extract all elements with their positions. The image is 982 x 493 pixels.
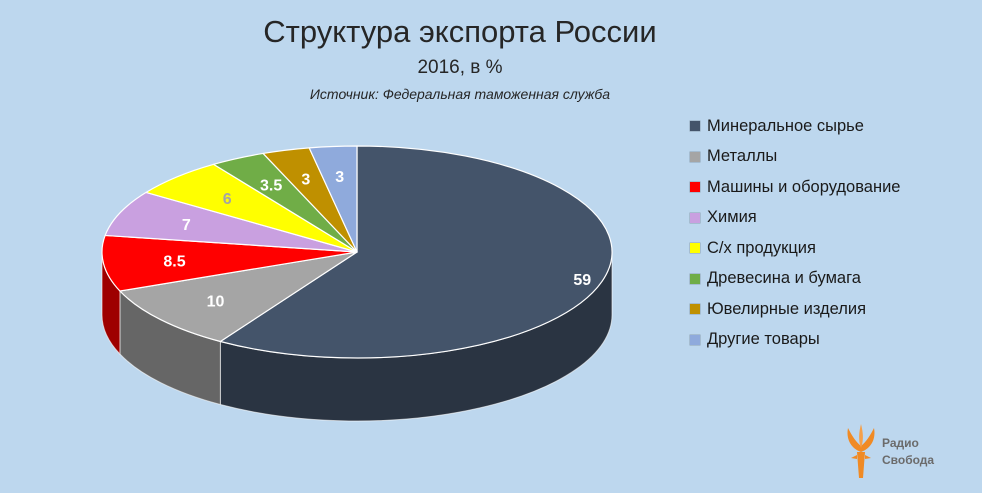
legend-label: Другие товары xyxy=(707,330,820,349)
legend-swatch xyxy=(690,334,700,345)
data-label-металлы: 10 xyxy=(207,294,225,311)
data-label-древесина-и-бумага: 3.5 xyxy=(260,178,282,195)
torch-icon xyxy=(847,424,875,478)
legend-swatch xyxy=(690,182,700,193)
logo-text-line2: Свобода xyxy=(882,453,935,467)
legend-item-металлы: Металлы xyxy=(690,142,900,173)
data-label-другие-товары: 3 xyxy=(335,169,344,186)
legend-label: Ювелирные изделия xyxy=(707,299,867,318)
legend-label: Машины и оборудование xyxy=(707,177,901,196)
radio-svoboda-logo: Радио Свобода xyxy=(842,422,952,482)
pie-slices xyxy=(101,145,613,359)
logo-text-line1: Радио xyxy=(882,436,919,450)
pie-sides xyxy=(101,251,613,422)
pie-slice-машины-и-оборудование xyxy=(101,234,358,292)
legend-swatch xyxy=(690,121,700,132)
pie-slice-другие-товары xyxy=(308,145,358,253)
chart-subtitle: 2016, в % xyxy=(417,57,503,78)
legend-label: Древесина и бумага xyxy=(707,269,861,288)
legend-swatch xyxy=(690,243,700,254)
legend-swatch xyxy=(690,304,700,315)
legend-label: Минеральное сырье xyxy=(707,116,864,135)
legend-item-ювелирные-изделия: Ювелирные изделия xyxy=(690,294,900,325)
data-label-ювелирные-изделия: 3 xyxy=(301,172,310,189)
pie-slice-химия xyxy=(104,191,358,253)
legend-swatch xyxy=(690,212,700,223)
pie-slice-металлы xyxy=(119,251,358,343)
legend-swatch xyxy=(690,273,700,284)
pie-slice-минеральное-сырье xyxy=(219,145,613,359)
legend-item-машины-и-оборудование: Машины и оборудование xyxy=(690,172,900,203)
data-label-с-х-продукция: 6 xyxy=(223,191,232,208)
legend-item-с-х-продукция: С/х продукция xyxy=(690,233,900,264)
legend-item-минеральное-сырье: Минеральное сырье xyxy=(690,111,900,142)
chart-legend: Минеральное сырье Металлы Машины и оборудо… xyxy=(690,111,900,355)
legend-label: Химия xyxy=(707,208,757,227)
legend-item-другие-товары: Другие товары xyxy=(690,325,900,356)
chart-source: Источник: Федеральная таможенная служба xyxy=(309,86,611,102)
data-label-минеральное-сырье: 59 xyxy=(573,272,591,289)
legend-swatch xyxy=(690,151,700,162)
legend-item-древесина-и-бумага: Древесина и бумага xyxy=(690,264,900,295)
chart-title: Структура экспорта России xyxy=(263,14,657,49)
pie-data-labels: 59 10 8.5 7 6 3.5 3 3 xyxy=(163,169,591,311)
data-label-машины-и-оборудование: 8.5 xyxy=(163,253,185,270)
legend-label: Металлы xyxy=(707,147,778,166)
legend-label: С/х продукция xyxy=(707,238,816,257)
legend-item-химия: Химия xyxy=(690,203,900,234)
data-label-химия: 7 xyxy=(182,217,191,234)
